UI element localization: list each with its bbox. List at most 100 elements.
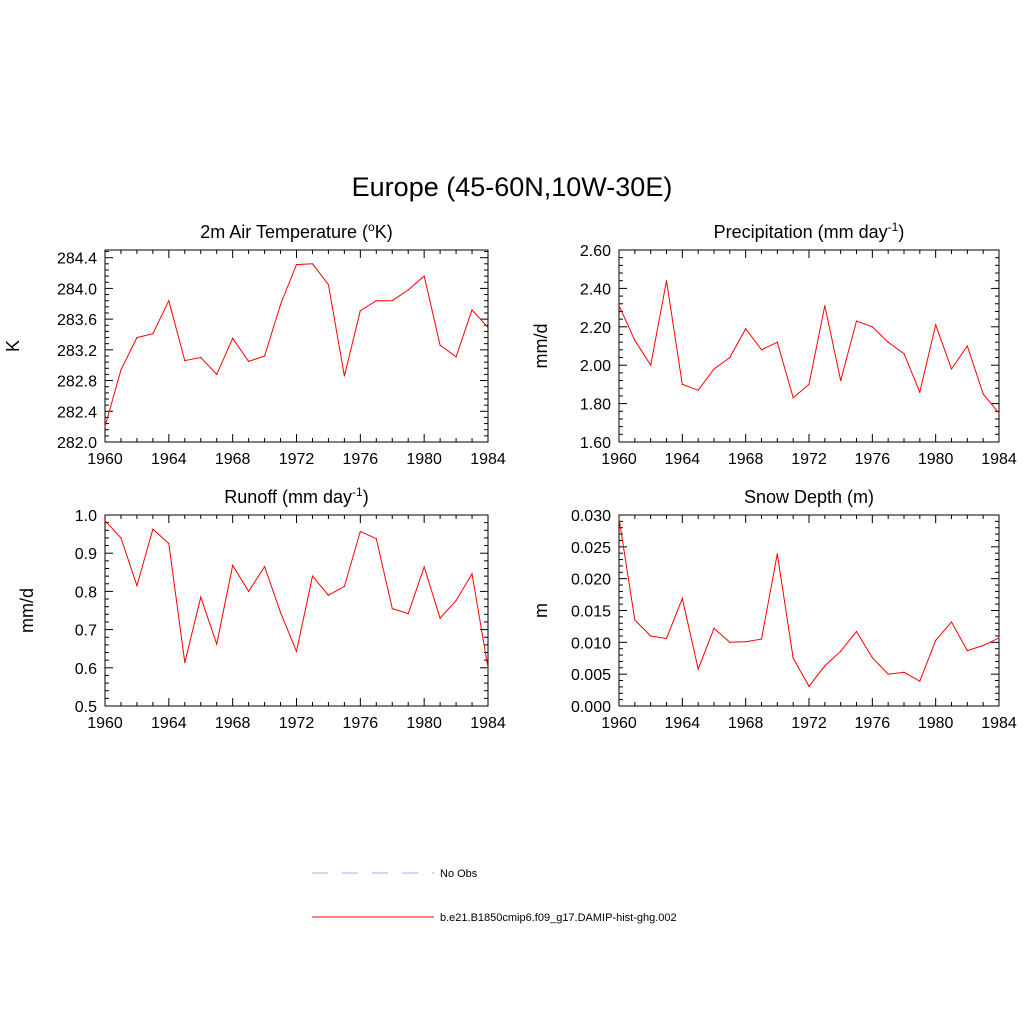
x-tick-label: 1968: [728, 451, 764, 468]
data-point: [232, 564, 234, 567]
y-axis-label: mm/d: [531, 324, 551, 369]
x-tick-label: 1984: [470, 451, 506, 468]
y-tick-label: 0.5: [75, 699, 97, 716]
data-point: [871, 326, 873, 328]
data-point: [903, 353, 905, 355]
data-point: [279, 611, 282, 614]
data-point: [824, 665, 826, 667]
data-point: [634, 339, 636, 341]
x-tick-label: 1964: [665, 715, 701, 732]
data-point: [152, 333, 154, 335]
data-point: [982, 393, 984, 395]
plot-frame: [104, 514, 489, 707]
x-tick-label: 1976: [343, 451, 379, 468]
data-point: [391, 607, 393, 610]
data-point: [168, 300, 170, 302]
data-point: [104, 426, 106, 428]
y-tick-label: 2.00: [580, 358, 611, 375]
data-point: [982, 644, 984, 647]
x-tick-label: 1968: [215, 715, 251, 732]
data-point: [391, 300, 393, 302]
chart-title-main: Snow Depth (m): [744, 487, 874, 507]
plot-frame: [618, 514, 1000, 707]
data-point: [792, 657, 794, 659]
chart-title-tail: K): [375, 222, 393, 242]
y-tick-label: 2.60: [580, 243, 611, 260]
data-point: [263, 565, 266, 568]
x-tick-label: 1960: [601, 715, 637, 732]
data-point: [729, 356, 731, 359]
chart-title-precipitation: Precipitation (mm day-1): [714, 220, 905, 242]
data-point: [455, 599, 457, 602]
x-tick-label: 1980: [406, 451, 442, 468]
chart-panel-temperature: 2m Air Temperature (oK) 1960 1964 1968 1972 1…: [3, 220, 506, 468]
chart-title-superscript: -1: [888, 220, 899, 234]
data-point: [713, 627, 715, 629]
data-point: [232, 337, 234, 339]
legend: No Obs b.e21.B1850cmip6.f09_g17.DAMIP-his…: [312, 868, 677, 924]
data-point: [407, 612, 409, 615]
data-point: [618, 517, 620, 519]
data-point: [903, 671, 905, 673]
y-axis-label: m: [531, 603, 551, 618]
panels: 2m Air Temperature (oK)1960 1964 1968 1972 1…: [3, 220, 1017, 732]
data-point: [375, 300, 377, 302]
data-point: [824, 305, 826, 307]
data-point: [713, 368, 715, 370]
y-tick-label: 282.8: [57, 374, 97, 391]
data-point: [998, 412, 1000, 414]
x-tick-label: 1968: [215, 451, 251, 468]
data-point: [840, 650, 842, 652]
series-line-precipitation: [618, 280, 1000, 414]
y-tick-label: 0.7: [75, 623, 97, 640]
y-tick-label: 2.20: [580, 320, 611, 337]
data-point: [471, 309, 473, 311]
data-point: [136, 336, 138, 339]
figure-title: Europe (45-60N,10W-30E): [352, 172, 673, 202]
legend-label: No Obs: [440, 868, 478, 880]
x-tick-label: 1964: [665, 451, 701, 468]
chart-panel-runoff: Runoff (mm day-1) 1960 1964 1968 1972 1976 198…: [17, 485, 506, 732]
data-point: [327, 283, 330, 286]
x-tick-label: 1980: [918, 715, 954, 732]
data-point: [200, 596, 202, 598]
x-tick-label: 1976: [343, 715, 379, 732]
data-point: [295, 650, 298, 652]
data-point: [263, 355, 266, 357]
data-point: [168, 543, 170, 545]
y-tick-label: 1.0: [75, 508, 97, 525]
data-point: [634, 619, 636, 621]
data-point: [665, 280, 668, 282]
data-point: [104, 520, 106, 522]
data-point: [760, 638, 763, 640]
y-tick-label: 0.005: [571, 667, 611, 684]
data-point: [871, 657, 873, 659]
data-point: [697, 668, 699, 670]
y-tick-label: 283.2: [57, 343, 97, 360]
data-point: [808, 383, 810, 385]
x-tick-label: 1960: [601, 451, 637, 468]
chart-title-main: 2m Air Temperature (: [200, 222, 368, 242]
x-tick-label: 1976: [855, 451, 891, 468]
data-point: [279, 303, 282, 306]
data-point: [650, 635, 652, 637]
data-point: [248, 360, 250, 362]
data-point: [697, 389, 699, 391]
x-tick-label: 1980: [918, 451, 954, 468]
data-point: [216, 373, 218, 376]
y-tick-label: 0.6: [75, 661, 97, 678]
data-point: [343, 375, 345, 377]
x-tick-label: 1984: [470, 715, 506, 732]
data-point: [120, 537, 122, 539]
data-point: [327, 594, 330, 596]
plot-frame: [104, 249, 489, 443]
x-tick-label: 1964: [151, 451, 187, 468]
data-point: [950, 368, 953, 370]
data-point: [311, 263, 314, 265]
chart-title-superscript: -1: [352, 485, 363, 499]
data-point: [919, 391, 921, 393]
chart-title-snow-depth: Snow Depth (m): [744, 487, 874, 507]
x-tick-label: 1984: [981, 715, 1017, 732]
data-point: [407, 289, 409, 291]
data-point: [745, 641, 747, 643]
